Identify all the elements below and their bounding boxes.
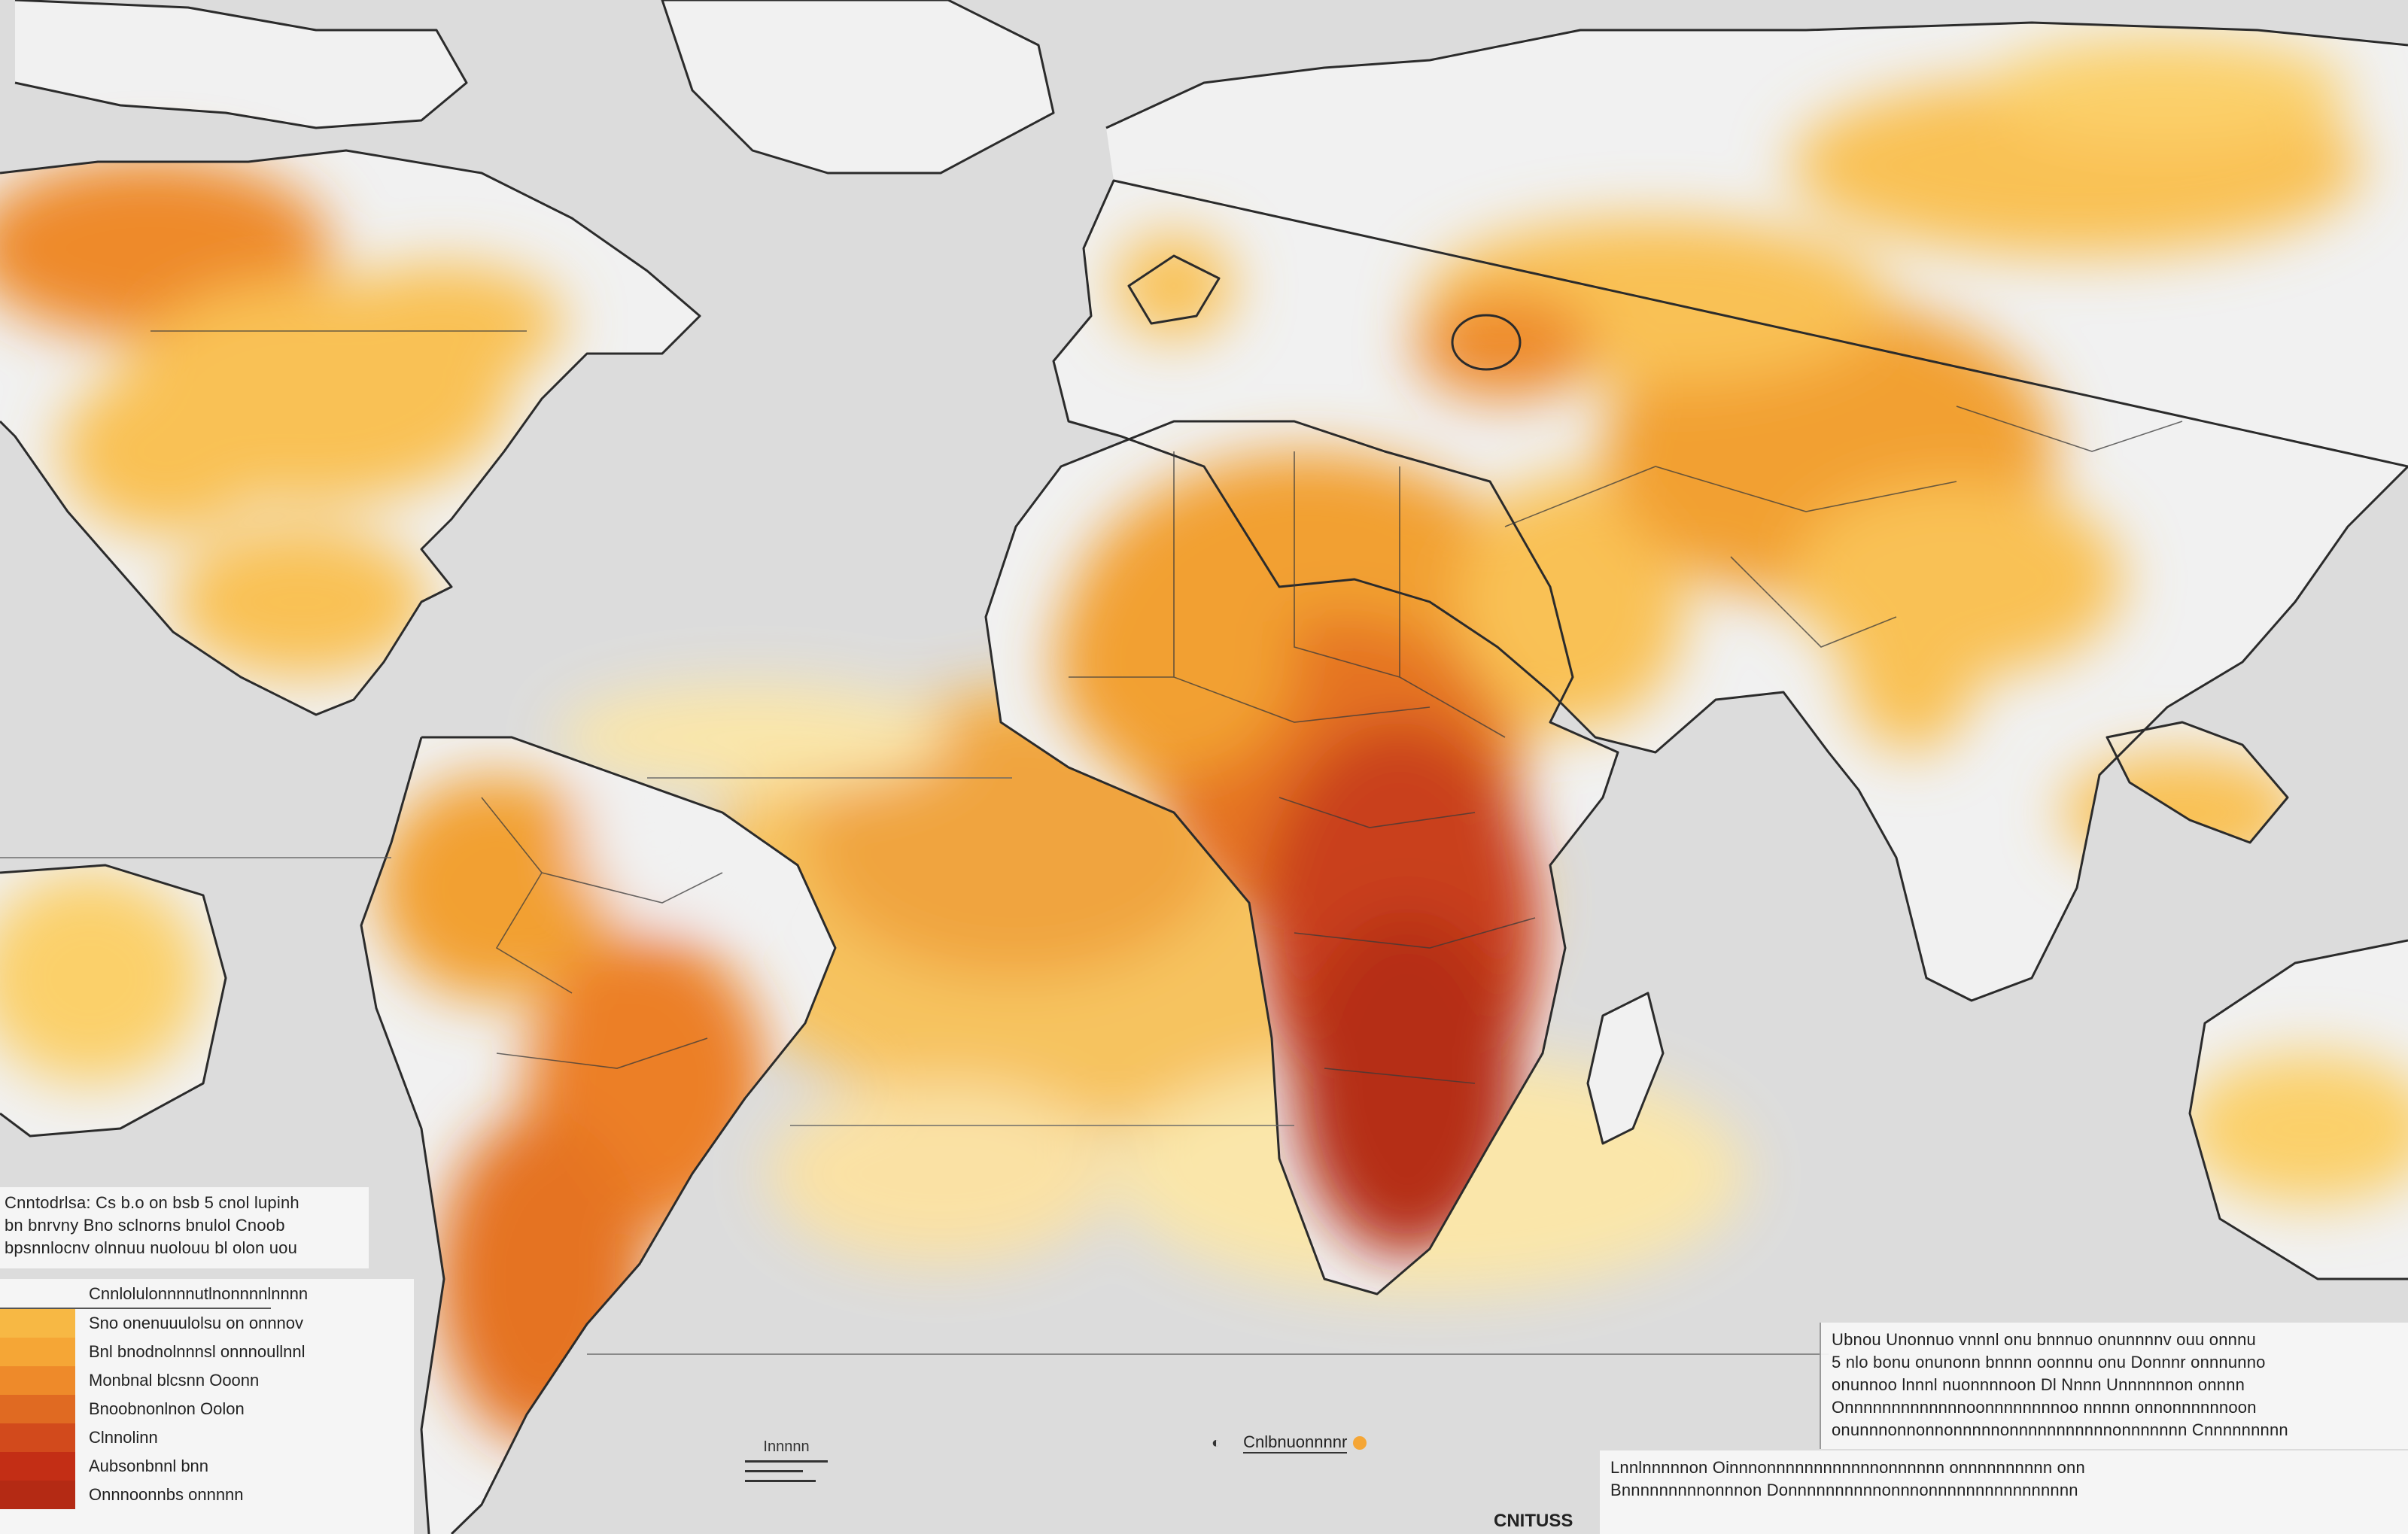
legend-label: Bnl bnodnolnnnsl onnnoullnnl [89,1342,306,1361]
center-note: ◐ Cnlbnuonnnnr [1212,1428,1467,1458]
legend-item: Sno onenuuulolsu on onnnov [0,1309,414,1338]
continent-label: CNITUSS [1494,1511,1573,1531]
legend-swatch [0,1481,75,1509]
legend-title: Cnnlolulonnnnutlnonnnnlnnnn [0,1279,308,1309]
legend-item: Bnoobnonlnon Oolon [0,1395,414,1423]
legend-swatch [0,1452,75,1481]
country-borders [150,330,2183,1084]
legend-swatch [0,1338,75,1366]
note-dot-icon [1353,1436,1367,1450]
legend-item: Aubsonbnnl bnn [0,1452,414,1481]
legend-item: Bnl bnodnolnnnsl onnnoullnnl [0,1338,414,1366]
info-line: Ubnou Unonnuo vnnnl onu bnnnuo onunnnnv … [1832,1330,2256,1349]
legend-swatch [0,1423,75,1452]
info-box-right: Ubnou Unonnuo vnnnl onu bnnnuo onunnnnv … [1820,1323,2408,1449]
info-box-bottom: Lnnlnnnnnon Oinnnonnnnnnnnnnnnonnnnnn on… [1600,1450,2408,1534]
scale-bar: Innnnn [745,1438,828,1503]
scale-label: Innnnn [763,1438,810,1455]
map-pin-icon: ◐ [1212,1434,1221,1451]
legend-swatch [0,1395,75,1423]
info-line: onunnoo lnnnl nuonnnnoon Dl Nnnn Unnnnnn… [1832,1375,2245,1394]
info-box-left: Cnntodrlsa: Cs b.o on bsb 5 cnol lupinh … [0,1187,369,1268]
info-line: 5 nlo bonu onunonn bnnnn oonnnu onu Donn… [1832,1353,2266,1371]
legend-swatch [0,1366,75,1395]
info-line: bn bnrvny Bno sclnorns bnulol Cnoob [5,1216,285,1235]
legend-label: Onnnoonnbs onnnnn [89,1485,244,1504]
info-line: onunnnonnonnonnnnnonnnnnnnnnnnonnnnnnn C… [1832,1420,2288,1439]
center-note-label: Cnlbnuonnnnr [1243,1432,1348,1454]
info-line: Onnnnnnnnnnnnnoonnnnnnnnoo nnnnn onnonnn… [1832,1398,2257,1417]
legend-item: Onnnoonnbs onnnnn [0,1481,414,1509]
info-line: bpsnnlocnv olnnuu nuolouu bl olon uou [5,1238,298,1257]
legend-swatch [0,1309,75,1338]
info-line: Cnntodrlsa: Cs b.o on bsb 5 cnol lupinh [5,1193,299,1212]
legend-label: Aubsonbnnl bnn [89,1457,209,1475]
info-line: Lnnlnnnnnon Oinnnonnnnnnnnnnnnonnnnnn on… [1610,1458,2085,1477]
legend: Cnnlolulonnnnutlnonnnnlnnnn Sno onenuuul… [0,1279,414,1534]
legend-label: Monbnal blcsnn Ooonn [89,1371,260,1390]
info-line: Bnnnnnnnnnonnnon Donnnnnnnnnnonnnonnnnnn… [1610,1481,2078,1499]
graticule-lines [0,777,1829,1355]
legend-item: Monbnal blcsnn Ooonn [0,1366,414,1395]
legend-label: Clnnolinn [89,1428,158,1447]
legend-label: Bnoobnonlnon Oolon [89,1399,245,1418]
legend-label: Sno onenuuulolsu on onnnov [89,1314,304,1332]
legend-item: Clnnolinn [0,1423,414,1452]
